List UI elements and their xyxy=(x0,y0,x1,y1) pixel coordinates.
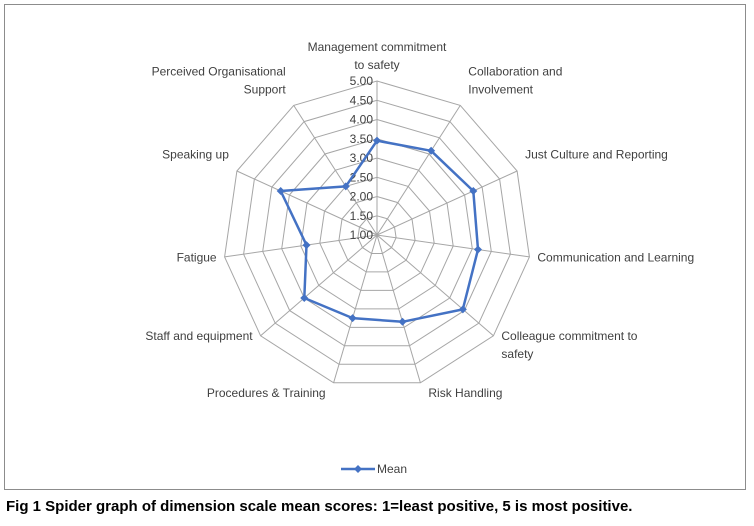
tick-label-5: 3.50 xyxy=(350,132,374,146)
category-label-10-line-0: Perceived Organisational xyxy=(152,64,286,78)
data-point-0 xyxy=(373,136,381,145)
spoke-5 xyxy=(376,234,421,383)
category-label-4: Colleague commitment to safety xyxy=(501,329,637,361)
spoke-8 xyxy=(224,234,378,258)
data-point-3 xyxy=(473,245,482,254)
legend: Mean xyxy=(341,462,407,476)
data-point-9 xyxy=(276,187,285,196)
tick-label-1: 1.50 xyxy=(350,209,374,223)
category-label-1: Collaboration and Involvement xyxy=(468,64,562,96)
category-label-8-line-0: Fatigue xyxy=(177,250,217,264)
spoke-4 xyxy=(376,234,494,337)
tick-label-2: 2.00 xyxy=(350,190,374,204)
category-label-8: Fatigue xyxy=(177,250,217,264)
spoke-10 xyxy=(293,105,378,236)
tick-label-0: 1.00 xyxy=(350,228,374,242)
grid-ring-4 xyxy=(300,157,454,310)
category-label-7-line-0: Staff and equipment xyxy=(145,329,253,343)
category-label-9: Speaking up xyxy=(162,147,229,161)
category-label-7: Staff and equipment xyxy=(145,329,253,343)
spoke-1 xyxy=(376,105,461,236)
grid-ring-6 xyxy=(262,118,492,347)
legend-label-mean: Mean xyxy=(377,462,407,476)
grid-ring-1 xyxy=(357,215,397,254)
category-label-6: Procedures & Training xyxy=(207,386,326,400)
data-point-6 xyxy=(348,314,357,323)
category-label-0-line-1: to safety xyxy=(354,58,399,72)
series-line-mean xyxy=(279,139,480,324)
grid-ring-5 xyxy=(281,138,473,328)
data-point-2 xyxy=(469,187,478,196)
spoke-6 xyxy=(333,234,378,383)
data-point-7 xyxy=(300,294,309,303)
figure-caption: Fig 1 Spider graph of dimension scale me… xyxy=(6,498,633,515)
category-label-2: Just Culture and Reporting xyxy=(525,147,668,161)
data-point-8 xyxy=(302,241,311,250)
category-label-3: Communication and Learning xyxy=(537,250,694,264)
spider-chart: 1.001.502.002.503.003.504.004.505.00 Man… xyxy=(145,40,694,476)
spoke-7 xyxy=(260,234,378,337)
category-labels: Management commitment to safety Collaborat… xyxy=(145,40,694,400)
grid-layer xyxy=(224,80,530,384)
category-label-3-line-0: Communication and Learning xyxy=(537,250,694,264)
category-label-4-line-1: safety xyxy=(501,347,533,361)
category-label-10-line-1: Support xyxy=(244,82,287,96)
grid-ring-2 xyxy=(338,195,416,273)
category-label-0: Management commitment to safety xyxy=(308,40,447,72)
chart-frame: 1.00 1.50 2.00 2.50 3.00 3.50 4.00 4.50 5.00 Man… xyxy=(4,4,746,490)
series-layer xyxy=(276,136,482,326)
data-point-10 xyxy=(341,182,350,191)
tick-labels: 1.001.502.002.503.003.504.004.505.00 xyxy=(350,74,374,242)
tick-label-7: 4.50 xyxy=(350,93,374,107)
grid-ring-3 xyxy=(319,176,435,291)
grid-ring-7 xyxy=(243,99,511,365)
category-label-10: Perceived Organisational Support xyxy=(152,64,287,96)
data-point-4 xyxy=(458,305,467,314)
legend-marker-mean xyxy=(354,465,362,473)
category-label-5: Risk Handling xyxy=(428,386,502,400)
tick-label-8: 5.00 xyxy=(350,74,374,88)
spoke-2 xyxy=(376,170,518,236)
category-label-1-line-1: Involvement xyxy=(468,82,533,96)
category-label-1-line-0: Collaboration and xyxy=(468,64,562,78)
spoke-3 xyxy=(376,234,530,258)
category-label-6-line-0: Procedures & Training xyxy=(207,386,326,400)
category-label-9-line-0: Speaking up xyxy=(162,147,229,161)
data-point-5 xyxy=(398,317,407,326)
spoke-9 xyxy=(236,170,378,236)
category-label-4-line-0: Colleague commitment to xyxy=(501,329,637,343)
category-label-0-line-0: Management commitment xyxy=(308,40,447,54)
category-label-2-line-0: Just Culture and Reporting xyxy=(525,147,668,161)
data-point-1 xyxy=(427,146,436,155)
grid-ring-8 xyxy=(224,80,530,384)
category-label-5-line-0: Risk Handling xyxy=(428,386,502,400)
tick-label-6: 4.00 xyxy=(350,113,374,127)
